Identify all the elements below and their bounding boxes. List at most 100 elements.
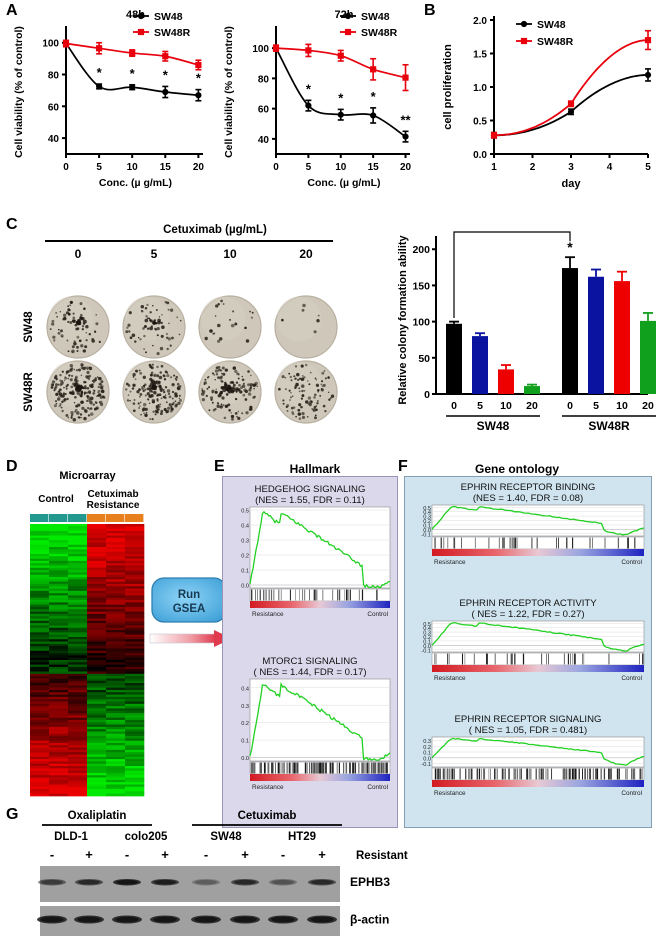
svg-text:10: 10 [335, 162, 347, 173]
svg-text:0.3: 0.3 [423, 739, 431, 745]
svg-text:1.0: 1.0 [473, 83, 487, 94]
gsea-right-label: Control [621, 790, 642, 797]
bar-SW48R-20 [640, 312, 656, 394]
panel-letter-d: D [6, 458, 18, 475]
bar-SW48R-0 [562, 256, 578, 394]
svg-text:100: 100 [42, 39, 59, 50]
colony-formation-images: Cetuximab (µg/mL) 0 5 10 20 SW48 SW48R [23, 224, 338, 424]
svg-text:20: 20 [526, 400, 538, 412]
resistance-state-7: + [318, 847, 326, 862]
svg-text:Resistance: Resistance [87, 500, 140, 511]
svg-text:SW48R: SW48R [361, 27, 398, 39]
western-blot-svg: Oxaliplatin Cetuximab DLD-1 colo205 SW48 HT29… [37, 810, 408, 936]
colony-plate-SW48-10 [198, 295, 262, 359]
svg-text:*: * [97, 65, 103, 80]
svg-text:0.2: 0.2 [423, 519, 431, 525]
svg-text:0.1: 0.1 [423, 751, 431, 757]
svg-text:Cell viability (% of control): Cell viability (% of control) [13, 26, 25, 158]
gene-ontology-gsea-svg: EPHRIN RECEPTOR BINDING(NES = 1.40, FDR … [404, 476, 652, 828]
svg-text:0.1: 0.1 [241, 739, 249, 745]
svg-text:100: 100 [412, 317, 430, 329]
svg-text:0.0: 0.0 [241, 584, 249, 590]
svg-text:SW48R: SW48R [588, 419, 630, 433]
svg-text:5: 5 [593, 400, 599, 412]
run-gsea-button-and-arrow[interactable]: Run GSEA [146, 572, 241, 672]
svg-text:*: * [371, 89, 377, 104]
gsea-set-name: EPHRIN RECEPTOR SIGNALING [455, 714, 602, 725]
svg-text:-0.1: -0.1 [421, 762, 431, 768]
svg-text:10: 10 [127, 162, 139, 173]
panel-d-title: Microarray [59, 470, 116, 482]
blot-row-EPHB3 [38, 866, 340, 902]
svg-text:60: 60 [258, 105, 270, 116]
gsea-plot-mtorc1: MTORC1 SIGNALING( NES = 1.44, FDR = 0.17… [241, 656, 391, 791]
blot-protein-label-EPHB3: EPHB3 [350, 875, 390, 889]
svg-text:20: 20 [193, 162, 205, 173]
svg-text:80: 80 [48, 71, 60, 82]
svg-text:5: 5 [151, 247, 158, 261]
svg-text:5: 5 [645, 162, 651, 173]
svg-text:150: 150 [412, 280, 430, 292]
svg-text:0.4: 0.4 [423, 626, 431, 632]
svg-text:-0.1: -0.1 [421, 532, 431, 538]
svg-text:5: 5 [477, 400, 483, 412]
gsea-right-label: Control [367, 784, 388, 791]
gsea-set-name: HEDGEHOG SIGNALING [255, 484, 366, 495]
gsea-plot-ephrinbind: EPHRIN RECEPTOR BINDING(NES = 1.40, FDR … [421, 482, 645, 566]
colony-plate-SW48-5 [122, 295, 186, 359]
cell-line-label-colo205: colo205 [125, 831, 168, 843]
resistance-state-6: - [281, 847, 285, 862]
svg-text:0.0: 0.0 [473, 150, 487, 161]
svg-text:*: * [130, 66, 136, 81]
svg-text:Cetuximab (µg/mL): Cetuximab (µg/mL) [163, 224, 267, 236]
svg-text:0.5: 0.5 [423, 506, 431, 512]
svg-text:SW48: SW48 [537, 19, 566, 31]
svg-text:0.0: 0.0 [423, 644, 431, 650]
svg-text:0.1: 0.1 [423, 640, 431, 646]
svg-text:Cell viability (% of control): Cell viability (% of control) [223, 26, 235, 158]
svg-text:40: 40 [258, 135, 270, 146]
svg-text:2: 2 [530, 162, 536, 173]
gsea-plot-ephrinsig: EPHRIN RECEPTOR SIGNALING( NES = 1.05, F… [421, 714, 645, 797]
resistance-state-2: - [125, 847, 129, 862]
bar-SW48-20 [524, 383, 540, 394]
svg-text:0.4: 0.4 [241, 686, 249, 692]
svg-text:10: 10 [616, 400, 628, 412]
colony-plate-SW48-20 [274, 295, 338, 359]
svg-text:0.5: 0.5 [423, 622, 431, 628]
svg-text:0.0: 0.0 [423, 528, 431, 534]
svg-text:1.5: 1.5 [473, 50, 487, 61]
svg-text:0.4: 0.4 [423, 510, 431, 516]
resistance-state-4: - [204, 847, 208, 862]
svg-text:0: 0 [567, 400, 573, 412]
svg-text:0.5: 0.5 [473, 117, 487, 128]
svg-text:0.2: 0.2 [423, 745, 431, 751]
colony-plate-SW48-0 [46, 295, 110, 359]
svg-text:*: * [196, 71, 202, 86]
panel-letter-b: B [424, 2, 436, 19]
svg-text:Cetuximab: Cetuximab [87, 489, 138, 500]
svg-text:**: ** [400, 112, 411, 127]
svg-text:*: * [306, 81, 312, 96]
svg-text:40: 40 [48, 134, 60, 145]
gsea-plot-hedgehog: HEDGEHOG SIGNALING(NES = 1.55, FDR = 0.1… [241, 484, 391, 618]
cell-line-label-HT29: HT29 [288, 831, 316, 843]
bar-SW48-5 [472, 332, 488, 394]
svg-text:SW48R: SW48R [537, 36, 574, 48]
svg-text:5: 5 [306, 162, 312, 173]
svg-text:0.0: 0.0 [241, 756, 249, 762]
resistance-state-5: + [241, 847, 249, 862]
svg-text:0.2: 0.2 [423, 635, 431, 641]
gsea-stats: ( NES = 1.44, FDR = 0.17) [253, 667, 366, 678]
gradient-arrow-icon [149, 630, 232, 647]
svg-text:Run: Run [178, 589, 200, 601]
svg-text:0.3: 0.3 [423, 631, 431, 637]
svg-text:0.1: 0.1 [423, 524, 431, 530]
svg-text:0.1: 0.1 [241, 569, 249, 575]
bar-SW48-10 [498, 364, 514, 394]
svg-text:100: 100 [252, 44, 269, 55]
resistance-state-3: + [161, 847, 169, 862]
